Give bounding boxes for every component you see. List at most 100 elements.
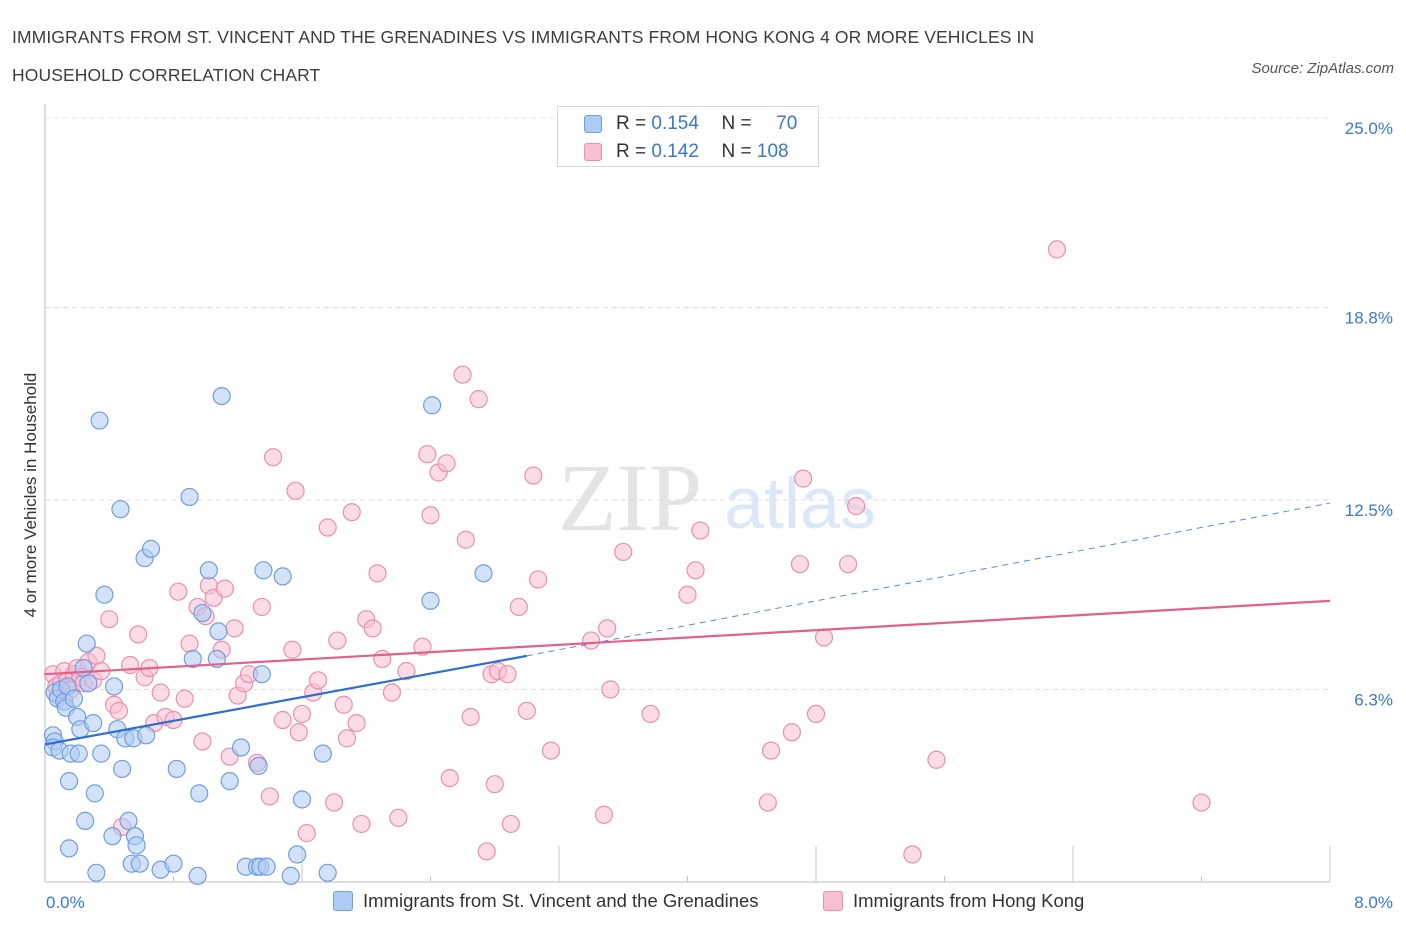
hong-kong-point <box>418 445 437 464</box>
correlation-legend: R = 0.154 N = 70 R = 0.142 N = 108 <box>557 106 819 167</box>
hong-kong-point <box>289 723 308 742</box>
legend-n-value: 70 <box>776 113 798 134</box>
hong-kong-point <box>517 701 536 720</box>
y-tick-label: 18.8% <box>1345 308 1393 327</box>
hong-kong-point <box>453 365 472 384</box>
st-vincent-point <box>87 863 106 882</box>
hong-kong-point <box>903 845 922 864</box>
legend-r-label: R = <box>616 113 647 134</box>
hong-kong-point <box>260 787 279 806</box>
source-label: Source: ZipAtlas.com <box>1251 60 1394 77</box>
st-vincent-trend-line <box>44 654 528 746</box>
hong-kong-point <box>100 610 119 629</box>
st-vincent-point <box>79 674 98 693</box>
hong-kong-point <box>641 704 660 724</box>
st-vincent-point <box>76 811 95 830</box>
hong-kong-point <box>363 619 382 638</box>
trend-lines <box>44 502 1331 746</box>
hong-kong-point <box>151 683 170 702</box>
hong-kong-point <box>215 579 234 598</box>
hong-kong-point <box>121 655 140 675</box>
hong-kong-point <box>109 701 128 720</box>
hong-kong-point <box>413 637 432 656</box>
x-tick-label-max: 8.0% <box>1354 893 1393 912</box>
hong-kong-point <box>325 793 344 812</box>
hong-kong-point <box>292 704 312 724</box>
bottom-legend-swatch-pink <box>823 891 843 911</box>
hong-kong-point <box>175 689 194 708</box>
hong-kong-point <box>477 842 496 861</box>
st-vincent-point <box>74 658 93 678</box>
hong-kong-point <box>1192 793 1211 812</box>
hong-kong-point <box>437 454 456 473</box>
hong-kong-point <box>678 585 697 604</box>
st-vincent-point <box>137 726 156 745</box>
hong-kong-point <box>501 814 520 834</box>
hong-kong-point <box>297 824 316 843</box>
st-vincent-point <box>167 759 186 779</box>
st-vincent-point <box>254 561 273 580</box>
bottom-legend-st-vincent: Immigrants from St. Vincent and the Gren… <box>333 888 803 916</box>
hong-kong-point <box>794 469 813 488</box>
st-vincent-point <box>141 539 161 558</box>
legend-r-value: 0.154 <box>651 113 699 134</box>
st-vincent-point <box>59 839 79 858</box>
hong-kong-point <box>334 695 353 714</box>
bottom-legend-label: Immigrants from St. Vincent and the Gren… <box>363 890 759 911</box>
y-tick-label: 25.0% <box>1345 119 1393 138</box>
hong-kong-point <box>847 497 866 516</box>
legend-n-value: 108 <box>756 141 789 162</box>
hong-kong-trend-line <box>44 599 1331 676</box>
hong-kong-point <box>782 723 802 742</box>
st-vincent-point <box>90 411 109 430</box>
st-vincent-point <box>104 677 124 696</box>
x-tick-labels: 0.0% 8.0% <box>46 893 1393 912</box>
st-vincent-point <box>199 561 218 580</box>
st-vincent-point <box>112 759 132 779</box>
chart-title: IMMIGRANTS FROM ST. VINCENT AND THE GREN… <box>12 27 1035 85</box>
bottom-legend-label: Immigrants from Hong Kong <box>853 890 1085 911</box>
hong-kong-point <box>456 530 475 549</box>
hong-kong-point <box>806 704 826 724</box>
bottom-legend-swatch-blue <box>333 891 353 911</box>
watermark: ZIP atlas <box>558 444 876 551</box>
st-vincent-point <box>231 738 251 757</box>
hong-kong-point <box>347 713 366 733</box>
hong-kong-point <box>180 634 199 653</box>
hong-kong-point <box>389 808 408 827</box>
legend-r-value: 0.142 <box>651 141 699 162</box>
hong-kong-point <box>328 631 347 650</box>
legend-n-label: N = <box>721 141 752 162</box>
hong-kong-point <box>1047 240 1067 259</box>
st-vincent-point <box>59 772 79 791</box>
hong-kong-point <box>758 793 777 812</box>
axes <box>44 104 1331 883</box>
legend-swatch-blue <box>584 115 602 133</box>
hong-kong-point <box>790 555 810 574</box>
hong-kong-point <box>524 466 543 485</box>
hong-kong-point <box>461 707 480 727</box>
hong-kong-point <box>286 481 305 500</box>
st-vincent-point <box>257 857 276 876</box>
y-tick-label: 6.3% <box>1354 690 1393 709</box>
st-vincent-point <box>69 744 88 763</box>
hong-kong-point <box>169 582 188 601</box>
hong-kong-point <box>342 503 361 522</box>
st-vincent-point <box>95 585 114 604</box>
st-vincent-point <box>421 591 440 610</box>
st-vincent-point <box>209 622 228 641</box>
hong-kong-point <box>283 640 302 659</box>
st-vincent-point <box>130 854 149 873</box>
legend-r-label: R = <box>616 141 647 162</box>
x-tick-label-min: 0.0% <box>46 893 85 912</box>
hong-kong-point <box>318 518 337 537</box>
y-tick-label: 12.5% <box>1345 501 1393 520</box>
st-vincent-point <box>190 784 209 803</box>
hong-kong-point <box>373 649 392 669</box>
hong-kong-point <box>368 564 387 583</box>
hong-kong-point <box>498 665 517 684</box>
st-vincent-point <box>180 487 199 507</box>
hong-kong-point <box>263 448 283 467</box>
hong-kong-point <box>382 683 402 702</box>
hong-kong-point <box>469 390 488 409</box>
